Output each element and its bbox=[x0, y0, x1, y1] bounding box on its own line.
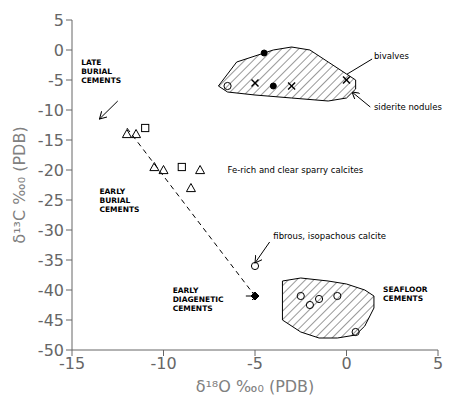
svg-text:-5: -5 bbox=[48, 71, 64, 90]
svg-text:5: 5 bbox=[433, 354, 443, 373]
svg-text:-30: -30 bbox=[38, 221, 64, 240]
svg-text:-35: -35 bbox=[38, 251, 64, 270]
svg-text:siderite nodules: siderite nodules bbox=[374, 102, 442, 112]
svg-text:fibrous, isopachous calcite: fibrous, isopachous calcite bbox=[273, 231, 386, 241]
svg-text:-10: -10 bbox=[38, 101, 64, 120]
svg-text:δ¹⁸O ‰₀ (PDB): δ¹⁸O ‰₀ (PDB) bbox=[196, 377, 315, 396]
svg-text:-15: -15 bbox=[38, 131, 64, 150]
svg-text:EARLYDIAGENETICCEMENTS: EARLYDIAGENETICCEMENTS bbox=[173, 286, 224, 313]
svg-text:Fe-rich and clear sparry calci: Fe-rich and clear sparry calcites bbox=[228, 165, 364, 175]
svg-text:-25: -25 bbox=[38, 191, 64, 210]
svg-text:-50: -50 bbox=[38, 341, 64, 360]
svg-text:-15: -15 bbox=[58, 354, 86, 374]
svg-text:-5: -5 bbox=[247, 354, 263, 373]
svg-text:-20: -20 bbox=[38, 161, 64, 180]
svg-text:LATEBURIALCEMENTS: LATEBURIALCEMENTS bbox=[81, 58, 121, 85]
svg-text:0: 0 bbox=[341, 354, 351, 373]
svg-text:-10: -10 bbox=[150, 354, 176, 373]
svg-text:0: 0 bbox=[54, 41, 64, 60]
svg-text:SEAFLOORCEMENTS: SEAFLOORCEMENTS bbox=[383, 284, 428, 302]
svg-text:bivalves: bivalves bbox=[374, 51, 410, 61]
svg-text:-40: -40 bbox=[38, 281, 64, 300]
svg-text:δ¹³C ‰₀ (PDB): δ¹³C ‰₀ (PDB) bbox=[10, 126, 29, 243]
svg-text:EARLYBURIALCEMENTS: EARLYBURIALCEMENTS bbox=[99, 187, 139, 214]
svg-text:5: 5 bbox=[54, 11, 64, 30]
svg-text:-45: -45 bbox=[38, 311, 64, 330]
